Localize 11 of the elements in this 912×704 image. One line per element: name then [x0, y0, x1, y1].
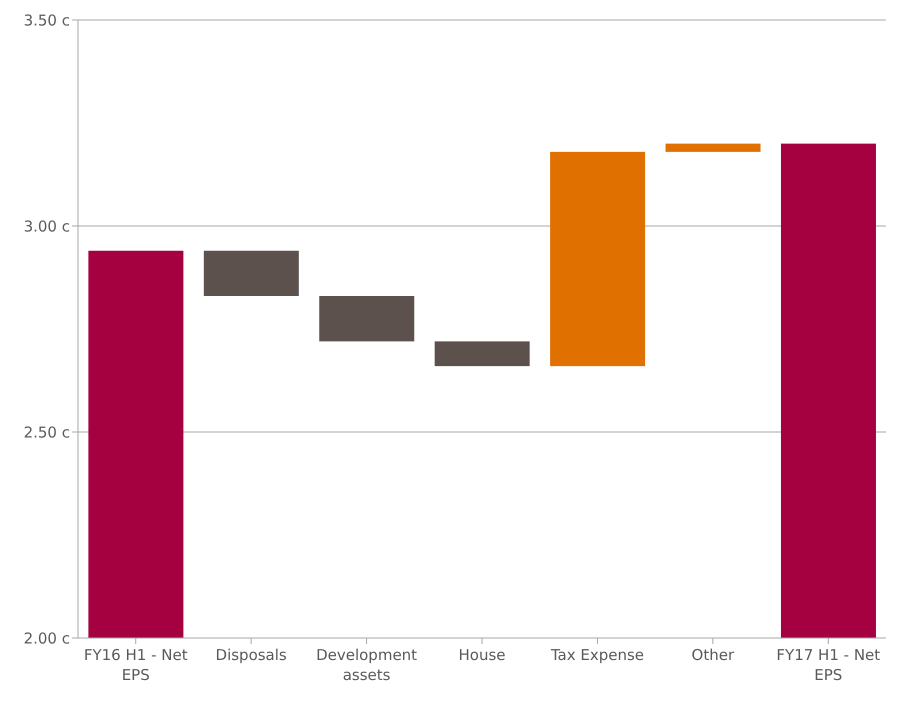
x-tick-label: Disposals: [216, 646, 287, 664]
y-tick-label: 2.00 c: [24, 629, 70, 648]
y-tick-label: 3.50 c: [24, 11, 70, 30]
y-tick-label: 2.50 c: [24, 423, 70, 442]
x-tick-label: FY16 H1 - Net EPS: [84, 646, 188, 684]
x-tick-label: Tax Expense: [550, 646, 644, 664]
x-tick-label: Other: [692, 646, 735, 664]
x-tick-label: FY17 H1 - Net EPS: [776, 646, 880, 684]
x-tick-label: Development assets: [316, 646, 418, 684]
y-tick-label: 3.00 c: [24, 217, 70, 236]
x-tick-label: House: [458, 646, 506, 664]
